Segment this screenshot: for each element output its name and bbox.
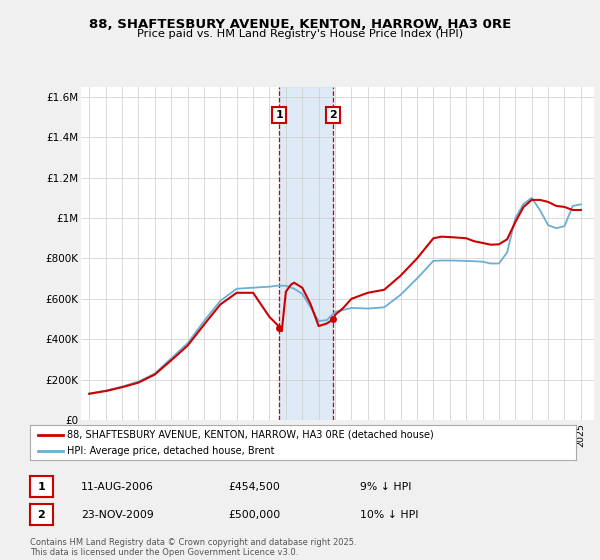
Text: 88, SHAFTESBURY AVENUE, KENTON, HARROW, HA3 0RE: 88, SHAFTESBURY AVENUE, KENTON, HARROW, … — [89, 18, 511, 31]
Bar — [280, 87, 334, 420]
Text: HPI: Average price, detached house, Brent: HPI: Average price, detached house, Bren… — [67, 446, 275, 456]
Text: 1: 1 — [38, 482, 45, 492]
Text: 1: 1 — [275, 110, 283, 120]
Text: £500,000: £500,000 — [228, 510, 280, 520]
Text: 11-AUG-2006: 11-AUG-2006 — [81, 482, 154, 492]
Text: Contains HM Land Registry data © Crown copyright and database right 2025.
This d: Contains HM Land Registry data © Crown c… — [30, 538, 356, 557]
Text: 2: 2 — [329, 110, 337, 120]
Text: 88, SHAFTESBURY AVENUE, KENTON, HARROW, HA3 0RE (detached house): 88, SHAFTESBURY AVENUE, KENTON, HARROW, … — [67, 430, 434, 440]
Text: £454,500: £454,500 — [228, 482, 280, 492]
Text: Price paid vs. HM Land Registry's House Price Index (HPI): Price paid vs. HM Land Registry's House … — [137, 29, 463, 39]
Text: 23-NOV-2009: 23-NOV-2009 — [81, 510, 154, 520]
Text: 2: 2 — [38, 510, 45, 520]
Text: 10% ↓ HPI: 10% ↓ HPI — [360, 510, 419, 520]
Text: 9% ↓ HPI: 9% ↓ HPI — [360, 482, 412, 492]
